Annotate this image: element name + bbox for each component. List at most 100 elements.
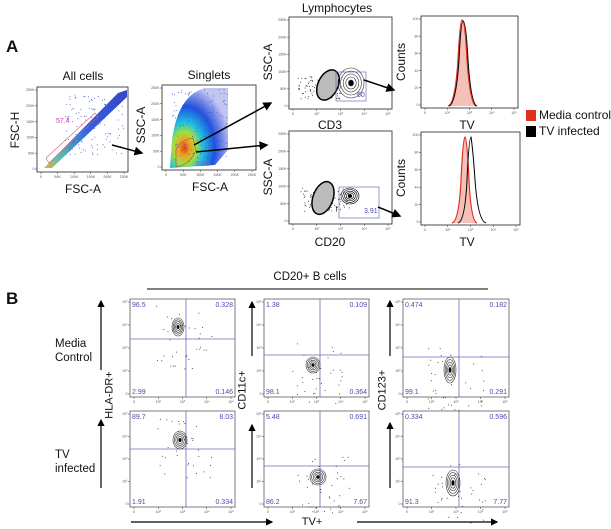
event-dot (451, 384, 453, 386)
quadrant-plot-hla-dr-row1: 0 10² 10³ 10⁴ 10⁵ 0 10² 10³ 10⁴ 10⁵ 96.5 0.328 2.99 0… (122, 298, 236, 404)
cd20-gate (338, 186, 380, 219)
x-tick-label: 10⁵ (385, 112, 391, 116)
event-dot (164, 457, 166, 459)
event-dot (432, 390, 434, 392)
x-tick-label: 0 (133, 510, 135, 514)
event-dot (209, 141, 211, 143)
event-dot (68, 138, 70, 140)
arrow (363, 79, 396, 92)
event-dot (310, 89, 312, 91)
event-dot (309, 196, 311, 198)
event-dot (72, 142, 74, 144)
event-dot (91, 127, 93, 129)
event-dot (175, 144, 177, 146)
event-dot (318, 465, 320, 467)
event-dot (120, 152, 122, 154)
event-dot (331, 512, 333, 514)
event-dot (310, 195, 312, 197)
event-dot (309, 90, 311, 92)
event-dot (181, 149, 183, 151)
event-dot (448, 404, 450, 406)
event-dot (69, 98, 71, 100)
event-dot (441, 476, 443, 478)
event-dot (298, 85, 300, 87)
x-tick-label: 200K (103, 175, 112, 179)
event-dot (96, 144, 98, 146)
all-cells-title: All cells (62, 69, 104, 83)
x-tick-label: 100K (70, 175, 79, 179)
event-dot (454, 474, 456, 476)
event-dot (481, 501, 483, 503)
event-dot (189, 93, 191, 95)
event-dot (448, 516, 450, 518)
x-tick-label: 10³ (453, 400, 459, 404)
event-dot (186, 443, 188, 445)
row-label-tv-infected: TV infected (55, 448, 99, 477)
event-dot (315, 388, 317, 390)
event-dot (327, 210, 329, 212)
event-dot (171, 420, 173, 422)
event-dot (211, 335, 213, 337)
event-dot (78, 147, 80, 149)
event-dot (335, 210, 337, 212)
event-dot (335, 209, 337, 211)
event-dot (305, 190, 307, 192)
legend-swatch-media-control (526, 110, 536, 121)
event-dot (480, 483, 482, 485)
contour-line (178, 437, 182, 443)
quadrant-value-br: 0.291 (489, 389, 507, 396)
event-dot (472, 363, 474, 365)
event-dot (66, 130, 68, 132)
x-tick-label: 0 (40, 175, 42, 179)
event-dot (98, 123, 100, 125)
event-dot (336, 206, 338, 208)
y-tick-label: 40 (415, 69, 419, 73)
cd20-plot-xlabel: CD20 (314, 235, 346, 249)
legend-label-media-control: Media control (539, 108, 611, 122)
event-dot (222, 140, 224, 142)
x-tick-label: 10² (156, 400, 162, 404)
event-dot (72, 107, 74, 109)
event-dot (302, 93, 304, 95)
contour-line (312, 471, 324, 483)
panel-b-xlabel: TV+ (301, 516, 323, 528)
x-tick-label: 10² (290, 510, 296, 514)
event-dot (71, 109, 73, 111)
event-dot (315, 507, 317, 509)
event-dot (83, 95, 85, 97)
contour-line (175, 434, 185, 446)
event-dot (195, 473, 197, 475)
x-tick-label: 10³ (314, 510, 320, 514)
event-dot (225, 155, 227, 157)
y-tick-label: 10² (122, 369, 128, 373)
ylabel-hla-dr: HLA-DR+ (103, 371, 116, 419)
y-tick-label: 0 (417, 103, 419, 107)
event-dot (88, 107, 90, 109)
y-tick-label: 10² (395, 369, 401, 373)
event-dot (184, 144, 186, 146)
event-dot (340, 369, 342, 371)
event-dot (211, 105, 213, 107)
y-tick-label: 10⁴ (122, 323, 128, 327)
event-dot (304, 195, 306, 197)
x-tick-label: 250K (120, 175, 129, 179)
event-dot (210, 112, 212, 114)
event-dot (117, 137, 119, 139)
y-tick-label: 10⁴ (395, 435, 401, 439)
event-dot (340, 352, 342, 354)
event-dot (314, 458, 316, 460)
event-dot (331, 484, 333, 486)
event-dot (172, 115, 174, 117)
plot-frame (263, 410, 370, 508)
y-tick-label: 50K (280, 87, 287, 91)
x-tick-label: 10³ (338, 112, 344, 116)
event-dot (434, 491, 436, 493)
event-dot (171, 356, 173, 358)
plot-frame (129, 298, 236, 398)
event-dot (192, 439, 194, 441)
x-tick-label: 10² (314, 227, 320, 231)
event-dot (171, 318, 173, 320)
event-dot (206, 93, 208, 95)
event-dot (336, 207, 338, 209)
plot-frame (263, 298, 370, 398)
